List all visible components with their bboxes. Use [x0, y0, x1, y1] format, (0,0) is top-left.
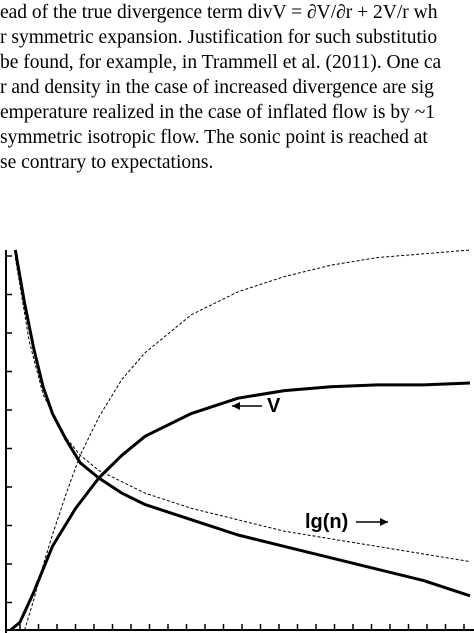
- series-line-2: [24, 249, 471, 631]
- series-line-3: [14, 257, 471, 563]
- text-line: r symmetric expansion. Justification for…: [0, 27, 438, 48]
- series-line-1: [13, 249, 471, 598]
- text-line: r and density in the case of increased d…: [0, 77, 434, 98]
- text-line: be found, for example, in Trammell et al…: [0, 52, 442, 73]
- annotation-v: V: [232, 395, 281, 417]
- axis-ticks: [6, 255, 465, 630]
- annotation-lgn: lg(n): [305, 511, 388, 533]
- text-line: emperature realized in the case of infla…: [0, 102, 436, 123]
- text-line: symmetric isotropic flow. The sonic poin…: [0, 127, 428, 148]
- annotation-lgn-arrowhead: [380, 518, 388, 526]
- annotation-v-arrowhead: [232, 402, 240, 410]
- annotation-lgn-label: lg(n): [305, 511, 348, 533]
- annotation-v-label: V: [267, 395, 281, 417]
- text-line: se contrary to expectations.: [0, 152, 214, 173]
- paragraph-text: ead of the true divergence term divV = ∂…: [0, 0, 474, 175]
- series-layer: [9, 249, 471, 632]
- series-line-0: [9, 381, 471, 632]
- text-line: ead of the true divergence term divV = ∂…: [0, 2, 438, 23]
